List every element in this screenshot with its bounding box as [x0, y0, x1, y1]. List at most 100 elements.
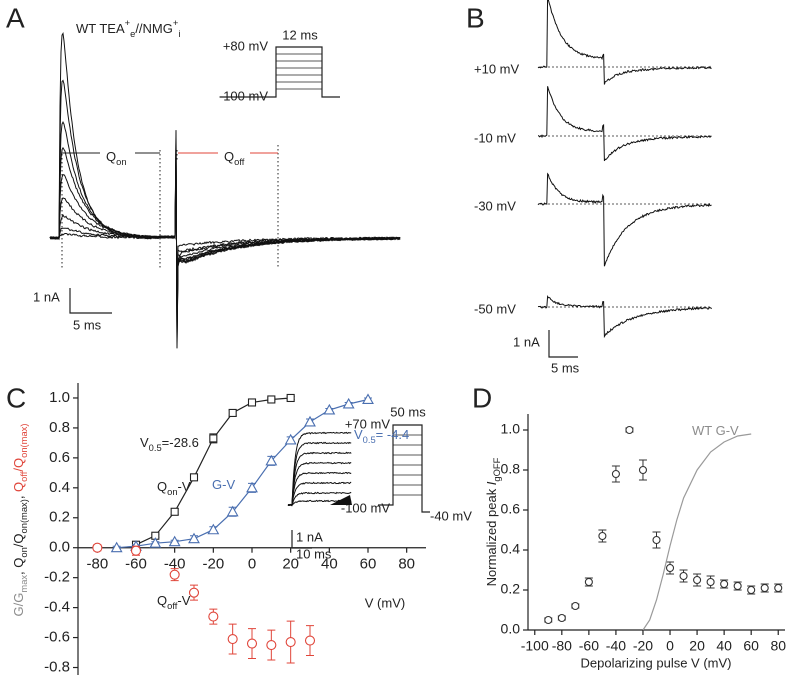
marker — [168, 535, 181, 547]
current-trace — [537, 0, 712, 85]
label-part: /Q — [11, 458, 26, 472]
x-tick-label: 20 — [689, 638, 705, 654]
label-part: -V — [177, 593, 190, 608]
panel-letter: D — [472, 382, 492, 413]
scale-label: 1 nA — [296, 529, 323, 544]
marker — [247, 398, 257, 407]
x-tick-label: -60 — [579, 638, 599, 654]
label-part: //NMG — [135, 21, 173, 36]
marker — [625, 425, 634, 435]
scale-label: 5 ms — [73, 317, 102, 332]
label-part: Q — [157, 479, 167, 494]
x-tick-label: 80 — [770, 638, 786, 654]
x-tick-label: -100 — [521, 638, 549, 654]
label-part: V — [354, 427, 363, 442]
label-part: on — [19, 547, 29, 557]
panel-letter: C — [6, 382, 26, 413]
y-tick-label: 1.0 — [501, 421, 521, 437]
marker — [665, 563, 675, 573]
x-tick-label: 60 — [360, 556, 377, 573]
marker — [638, 465, 648, 475]
pulse-label: +70 mV — [345, 416, 390, 431]
scale-label: 10 ms — [296, 546, 332, 561]
marker — [557, 613, 566, 623]
label: WT G-V — [692, 423, 739, 438]
marker — [774, 583, 783, 593]
scale-label: 1 nA — [513, 334, 540, 349]
label-part: -V — [178, 479, 191, 494]
y-tick-label: 0.2 — [501, 581, 521, 597]
marker — [189, 473, 199, 482]
x-tick-label: -60 — [125, 556, 147, 573]
panel-letter: A — [6, 2, 25, 33]
pulse-label: -100 mV — [219, 88, 268, 103]
y-tick-label: -0.6 — [44, 629, 70, 646]
y-tick-label: -0.2 — [44, 569, 70, 586]
y-tick-label: 0.8 — [501, 461, 521, 477]
x-tick-label: -80 — [552, 638, 572, 654]
pulse-steps — [393, 434, 422, 496]
marker — [246, 481, 258, 493]
x-tick-label: -20 — [202, 556, 224, 573]
label-part: max — [19, 575, 29, 593]
y-tick-label: -0.8 — [44, 658, 70, 675]
marker — [130, 545, 142, 556]
pulse-steps — [276, 53, 322, 90]
label-part: 0.5 — [363, 435, 376, 445]
marker — [584, 577, 593, 587]
current-trace — [50, 176, 401, 309]
current-trace — [537, 172, 712, 267]
marker — [598, 531, 607, 541]
label-part: = -4.4 — [376, 427, 410, 442]
marker — [149, 537, 162, 548]
pulse-label: -40 mV — [430, 508, 472, 523]
label-part: =-28.6 — [162, 435, 199, 450]
voltage-label: +10 mV — [474, 61, 519, 76]
label-part: Q — [11, 482, 26, 492]
label-part: G/G — [11, 593, 26, 617]
marker — [706, 577, 715, 587]
current-trace — [49, 32, 401, 349]
label-part: off — [234, 157, 245, 167]
label: V0.5= -4.4 — [354, 427, 409, 445]
label: G-V — [212, 477, 235, 492]
x-tick-label: 0 — [248, 556, 256, 573]
marker — [110, 541, 123, 553]
label-part: + — [125, 18, 130, 28]
inset-trace — [287, 431, 352, 506]
label-part: on — [116, 157, 126, 167]
label-part: e — [130, 29, 135, 39]
marker — [760, 583, 769, 593]
marker — [228, 408, 237, 417]
x-tick-label: 0 — [666, 638, 674, 654]
pulse-label: +80 mV — [223, 38, 268, 53]
pulse-label: 50 ms — [390, 404, 426, 419]
fit-line — [116, 398, 369, 549]
label: Qon-V — [157, 479, 191, 497]
voltage-label: -50 mV — [474, 301, 516, 316]
marker — [693, 575, 702, 585]
x-tick-label: 40 — [716, 638, 732, 654]
label-part: Normalized peak — [484, 485, 499, 586]
label-part: on — [167, 487, 177, 497]
label-part: Q — [157, 593, 167, 608]
marker — [286, 393, 295, 403]
fit-line — [642, 433, 752, 631]
marker — [304, 635, 316, 646]
marker — [679, 571, 688, 581]
scale-label: 5 ms — [551, 360, 580, 375]
marker — [323, 403, 336, 415]
x-tick-label: -40 — [606, 638, 626, 654]
marker — [207, 523, 220, 535]
label: Qon — [106, 149, 127, 167]
label: WT TEA+e//NMG+i — [76, 18, 180, 39]
label-part: i — [178, 29, 180, 39]
label: G/Gmax, Qon/Qon(max), Qoff/Qon(max) — [11, 424, 29, 617]
x-tick-label: 60 — [743, 638, 759, 654]
marker — [304, 415, 316, 427]
y-tick-label: 0.0 — [49, 539, 70, 556]
inset-trace — [287, 451, 352, 507]
y-tick-label: 0.0 — [501, 621, 521, 637]
x-tick-label: -20 — [633, 638, 653, 654]
